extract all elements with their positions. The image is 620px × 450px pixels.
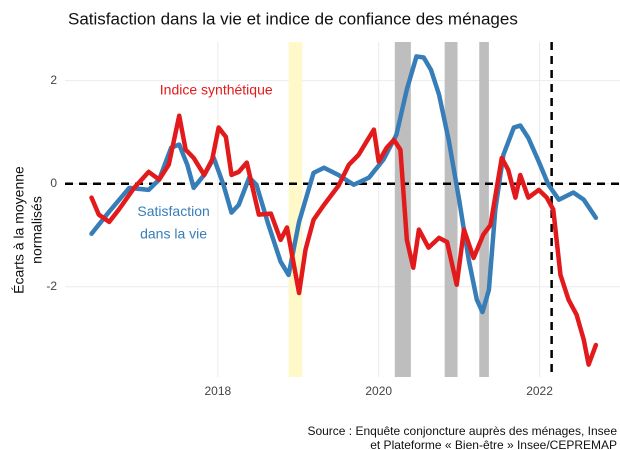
shaded-band <box>444 42 458 377</box>
x-tick-label: 2022 <box>526 384 553 398</box>
series-line <box>89 54 599 315</box>
shaded-band <box>479 42 489 377</box>
source-note: Source : Enquête conjoncture auprès des … <box>307 424 617 438</box>
y-tick-label: -2 <box>46 279 57 293</box>
annotation: Indice synthétique <box>160 82 273 98</box>
x-tick-label: 2018 <box>204 384 231 398</box>
y-axis-label: normalisés <box>29 196 45 264</box>
annotation: Satisfaction <box>137 203 209 219</box>
annotation: dans la vie <box>140 225 207 241</box>
y-tick-label: 2 <box>50 73 57 87</box>
shaded-band <box>288 42 303 377</box>
y-tick-label: 0 <box>50 176 57 190</box>
y-axis-label: Écarts à la moyenne <box>11 166 27 294</box>
chart-title: Satisfaction dans la vie et indice de co… <box>68 9 518 28</box>
x-tick-label: 2020 <box>365 384 392 398</box>
series-line <box>89 113 599 367</box>
source-note: et Plateforme « Bien-être » Insee/CEPREM… <box>370 438 617 450</box>
